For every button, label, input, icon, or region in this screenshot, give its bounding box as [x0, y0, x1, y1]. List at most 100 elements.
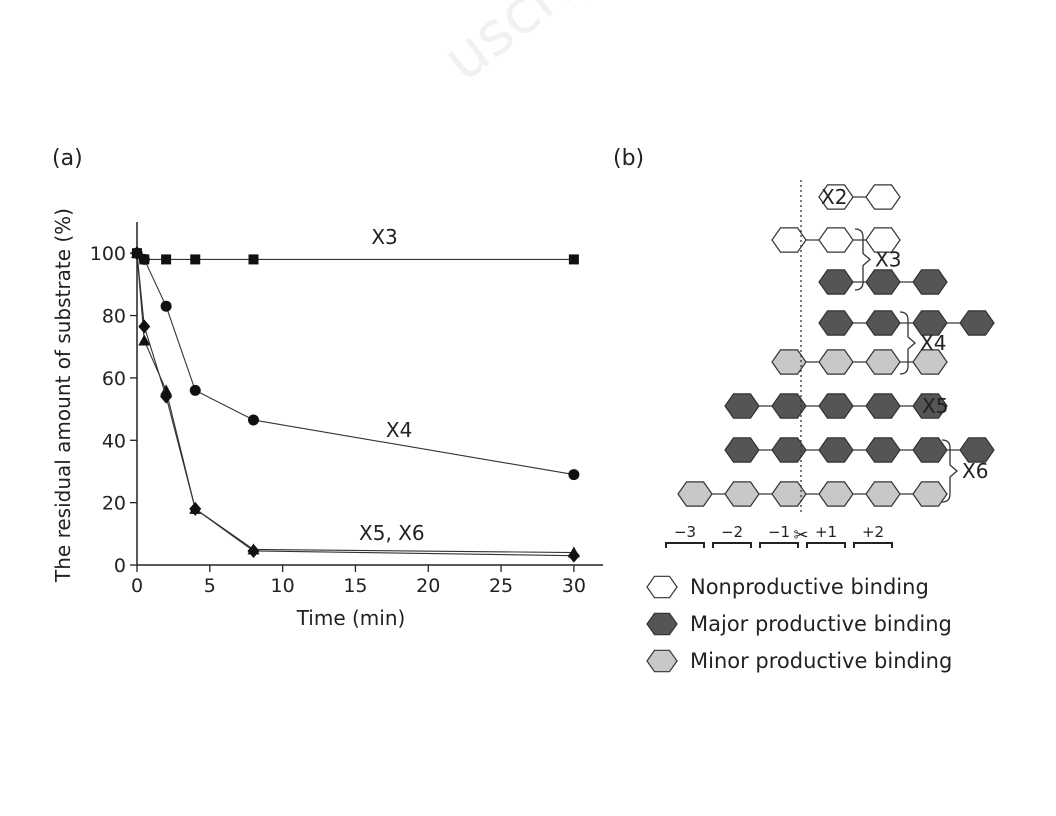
- row-label: X2: [821, 185, 847, 209]
- sugar-hexagon-major: [865, 310, 901, 336]
- sugar-hexagon-major: [912, 269, 948, 295]
- binding-diagram: (b) X2 X5 X3 X4 X6 ✂ −3 −2 −1 +1 +2 Nonproductive b…: [613, 146, 995, 673]
- data-point-diamond: [160, 389, 173, 404]
- series-line-circle: [136, 252, 574, 476]
- data-point-square: [568, 254, 579, 265]
- data-point-circle: [248, 414, 259, 426]
- y-tick-label: 0: [114, 555, 126, 577]
- y-tick-label: 20: [102, 493, 126, 515]
- data-point-diamond: [567, 548, 580, 563]
- sugar-hexagon-minor: [865, 349, 901, 375]
- sugar-hexagon-major: [912, 393, 948, 419]
- sugar-hexagon-major: [771, 437, 807, 463]
- subsite-bracket: [712, 542, 752, 548]
- scissors-icon: ✂: [793, 525, 808, 546]
- sugar-hexagon-minor: [912, 481, 948, 507]
- x-tick-label: 0: [131, 575, 143, 597]
- series-line-triangle: [136, 253, 574, 554]
- data-point-triangle: [138, 334, 151, 346]
- data-point-diamond: [189, 501, 202, 516]
- sugar-hexagon-non: [865, 227, 901, 253]
- subsite-bracket: [759, 542, 799, 548]
- sugar-hexagon-minor: [724, 481, 760, 507]
- sugar-hexagon-major: [912, 437, 948, 463]
- sugar-hexagon-major: [646, 612, 678, 636]
- sugar-hexagon-major: [865, 393, 901, 419]
- row-label: X6: [962, 459, 988, 483]
- sugar-hexagon-major: [724, 437, 760, 463]
- sugar-hexagon-major: [818, 437, 854, 463]
- sugar-hexagon-minor: [912, 349, 948, 375]
- sugar-hexagon-major: [959, 437, 995, 463]
- sugar-hexagon-non: [646, 575, 678, 599]
- sugar-hexagon-minor: [771, 349, 807, 375]
- y-tick-label: 100: [90, 243, 126, 265]
- group-bracket: [941, 439, 958, 503]
- sugar-hexagon-minor: [646, 649, 678, 673]
- data-point-diamond: [131, 246, 143, 261]
- sugar-hexagon-major: [818, 393, 854, 419]
- series-annotation: X4: [386, 418, 412, 442]
- sugar-hexagon-minor: [677, 481, 713, 507]
- data-point-diamond: [138, 319, 151, 334]
- group-bracket: [854, 228, 871, 291]
- legend-label: Minor productive binding: [690, 649, 952, 673]
- subsite-label: −1: [768, 523, 790, 541]
- sugar-hexagon-major: [724, 393, 760, 419]
- subsite-label: +2: [862, 523, 884, 541]
- subsite-bracket: [665, 542, 705, 548]
- sugar-hexagon-major: [912, 310, 948, 336]
- series-annotation: X3: [371, 225, 397, 249]
- sugar-hexagon-minor: [818, 349, 854, 375]
- subsite-label: +1: [815, 523, 837, 541]
- sugar-hexagon-major: [865, 437, 901, 463]
- sugar-hexagon-non: [865, 184, 901, 210]
- sugar-hexagon-non: [818, 227, 854, 253]
- sugar-hexagon-major: [959, 310, 995, 336]
- subsite-bracket: [806, 542, 846, 548]
- group-bracket: [899, 311, 916, 375]
- row-label: X5: [922, 394, 948, 418]
- sugar-hexagon-major: [865, 269, 901, 295]
- series-line-square: [136, 252, 574, 260]
- x-tick-label: 15: [343, 575, 367, 597]
- y-tick-label: 40: [102, 430, 126, 452]
- sugar-hexagon-non: [771, 227, 807, 253]
- data-point-circle: [568, 469, 580, 481]
- sugar-hexagon-minor: [771, 481, 807, 507]
- row-label: X4: [920, 331, 946, 355]
- data-point-circle: [189, 384, 201, 396]
- x-tick-label: 20: [416, 575, 440, 597]
- panel-label-b: (b): [613, 146, 644, 171]
- x-tick-label: 30: [562, 575, 586, 597]
- plot-area: 0 5 10 15 20 25 30 0 20 40 60 80 100 X3 X4 X5, X6: [90, 222, 603, 597]
- legend-label: Nonproductive binding: [690, 575, 929, 599]
- series-annotation: X5, X6: [359, 521, 425, 545]
- subsite-label: −2: [721, 523, 743, 541]
- y-tick-label: 60: [102, 368, 126, 390]
- x-tick-label: 5: [204, 575, 216, 597]
- data-point-square: [161, 254, 172, 265]
- data-point-diamond: [247, 543, 260, 558]
- subsite-bracket: [853, 542, 893, 548]
- sugar-hexagon-major: [818, 269, 854, 295]
- sugar-hexagon-non: [818, 184, 854, 210]
- sugar-hexagon-minor: [865, 481, 901, 507]
- y-tick-label: 80: [102, 306, 126, 328]
- x-axis-label: Time (min): [296, 606, 406, 630]
- subsite-label: −3: [674, 523, 696, 541]
- series-line-diamond: [136, 253, 574, 557]
- sugar-hexagon-major: [818, 310, 854, 336]
- x-tick-label: 10: [271, 575, 295, 597]
- legend-label: Major productive binding: [690, 612, 952, 636]
- data-point-circle: [160, 300, 172, 312]
- sugar-hexagon-major: [771, 393, 807, 419]
- data-point-square: [248, 254, 259, 265]
- sugar-hexagon-minor: [818, 481, 854, 507]
- row-label: X3: [875, 248, 901, 272]
- data-point-square: [190, 254, 201, 265]
- x-tick-label: 25: [489, 575, 513, 597]
- panel-label-a: (a): [52, 146, 83, 171]
- y-axis-label: The residual amount of substrate (%): [51, 208, 75, 583]
